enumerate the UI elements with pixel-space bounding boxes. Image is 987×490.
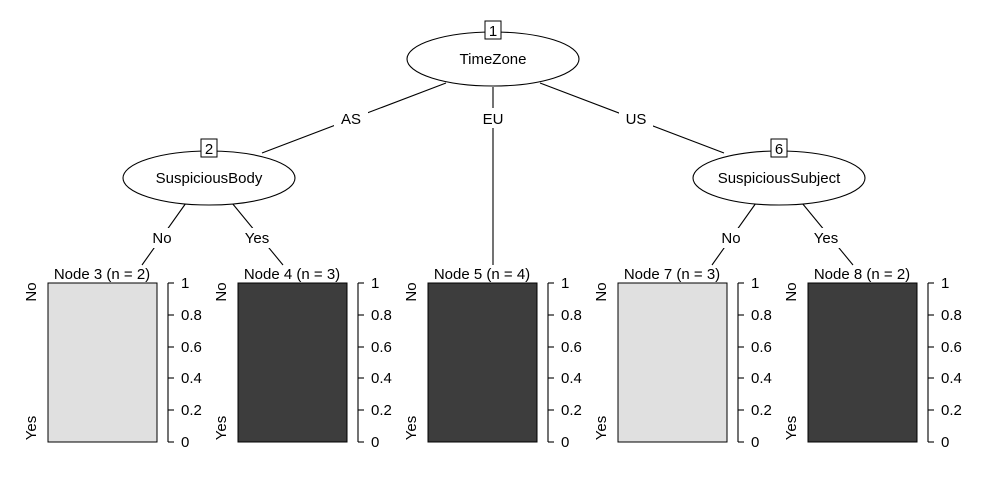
- bar-yes-class: [428, 283, 537, 442]
- node-label: SuspiciousSubject: [718, 170, 841, 187]
- bar-frame: [47, 282, 158, 443]
- y-tick-label: 0: [751, 434, 759, 451]
- leaf-node-7: Node 7 (n = 3) No Yes 1 0.8 0.6 0.4 0.2 …: [593, 266, 772, 451]
- edge-label-as: AS: [341, 111, 361, 128]
- leaf-node-3: Node 3 (n = 2) No Yes 1 0.8 0.6 0.4 0.2 …: [23, 266, 202, 451]
- bar-no-class: [48, 283, 157, 442]
- y-tick-label: 0.4: [561, 370, 582, 387]
- y-tick-label: 0.2: [751, 402, 772, 419]
- y-tick-label: 0.6: [751, 339, 772, 356]
- y-tick-label: 0.6: [941, 339, 962, 356]
- y-tick-label: 1: [371, 275, 379, 292]
- edge-label-node6-yes: Yes: [814, 230, 838, 247]
- bar-yes-class: [238, 283, 347, 442]
- y-tick-label: 0.8: [941, 307, 962, 324]
- y-tick-label: 1: [751, 275, 759, 292]
- inner-node-6: SuspiciousSubject 6: [692, 138, 866, 206]
- y-tick-label: 0.6: [371, 339, 392, 356]
- y-tick-label: 0.6: [561, 339, 582, 356]
- y-tick-label: 0.2: [941, 402, 962, 419]
- y-axis: 1 0.8 0.6 0.4 0.2 0: [547, 275, 582, 451]
- node-id-box: [484, 20, 502, 40]
- class-label-no: No: [593, 282, 610, 301]
- edge-label-node2-no: No: [152, 230, 171, 247]
- y-axis: 1 0.8 0.6 0.4 0.2 0: [357, 275, 392, 451]
- node-id: 1: [489, 23, 497, 40]
- y-tick-label: 0.4: [751, 370, 772, 387]
- y-tick-label: 0.2: [181, 402, 202, 419]
- leaf-node-4: Node 4 (n = 3) No Yes 1 0.8 0.6 0.4 0.2 …: [213, 266, 392, 451]
- y-tick-label: 0.2: [561, 402, 582, 419]
- class-label-yes: Yes: [213, 416, 230, 440]
- bar-frame: [617, 282, 728, 443]
- leaf-title: Node 3 (n = 2): [54, 266, 150, 283]
- y-tick-label: 1: [181, 275, 189, 292]
- y-tick-label: 0.4: [181, 370, 202, 387]
- class-label-no: No: [23, 282, 40, 301]
- class-label-no: No: [783, 282, 800, 301]
- leaf-title: Node 5 (n = 4): [434, 266, 530, 283]
- y-tick-label: 0.4: [941, 370, 962, 387]
- node-id: 6: [775, 141, 783, 158]
- y-tick-label: 0: [941, 434, 949, 451]
- y-tick-label: 0.8: [751, 307, 772, 324]
- edge-label-node2-yes: Yes: [245, 230, 269, 247]
- node-id-box: [200, 138, 218, 158]
- bar-no-class: [618, 283, 727, 442]
- y-axis: 1 0.8 0.6 0.4 0.2 0: [737, 275, 772, 451]
- class-label-yes: Yes: [593, 416, 610, 440]
- y-axis: 1 0.8 0.6 0.4 0.2 0: [167, 275, 202, 451]
- class-label-yes: Yes: [23, 416, 40, 440]
- bar-yes-class: [808, 283, 917, 442]
- class-label-yes: Yes: [783, 416, 800, 440]
- y-tick-label: 1: [561, 275, 569, 292]
- y-tick-label: 0.8: [561, 307, 582, 324]
- y-tick-label: 0.8: [181, 307, 202, 324]
- edge-label-node6-no: No: [721, 230, 740, 247]
- node-label: SuspiciousBody: [156, 170, 263, 187]
- leaf-title: Node 8 (n = 2): [814, 266, 910, 283]
- leaf-title: Node 7 (n = 3): [624, 266, 720, 283]
- class-label-no: No: [213, 282, 230, 301]
- inner-node-2: SuspiciousBody 2: [122, 138, 296, 206]
- inner-node-1: TimeZone 1: [406, 20, 580, 87]
- y-tick-label: 0: [181, 434, 189, 451]
- class-label-yes: Yes: [403, 416, 420, 440]
- y-tick-label: 0: [561, 434, 569, 451]
- y-tick-label: 1: [941, 275, 949, 292]
- bar-frame: [807, 282, 918, 443]
- leaf-node-5: Node 5 (n = 4) No Yes 1 0.8 0.6 0.4 0.2 …: [403, 266, 582, 451]
- y-tick-label: 0.2: [371, 402, 392, 419]
- y-axis: 1 0.8 0.6 0.4 0.2 0: [927, 275, 962, 451]
- y-tick-label: 0.4: [371, 370, 392, 387]
- y-tick-label: 0: [371, 434, 379, 451]
- bar-frame: [427, 282, 538, 443]
- leaf-title: Node 4 (n = 3): [244, 266, 340, 283]
- y-tick-label: 0.8: [371, 307, 392, 324]
- y-tick-label: 0.6: [181, 339, 202, 356]
- edge-label-eu: EU: [483, 111, 504, 128]
- node-label: TimeZone: [460, 51, 527, 68]
- node-id-box: [770, 138, 788, 158]
- edge-label-us: US: [626, 111, 647, 128]
- leaf-node-8: Node 8 (n = 2) No Yes 1 0.8 0.6 0.4 0.2 …: [783, 266, 962, 451]
- bar-frame: [237, 282, 348, 443]
- node-id: 2: [205, 141, 213, 158]
- class-label-no: No: [403, 282, 420, 301]
